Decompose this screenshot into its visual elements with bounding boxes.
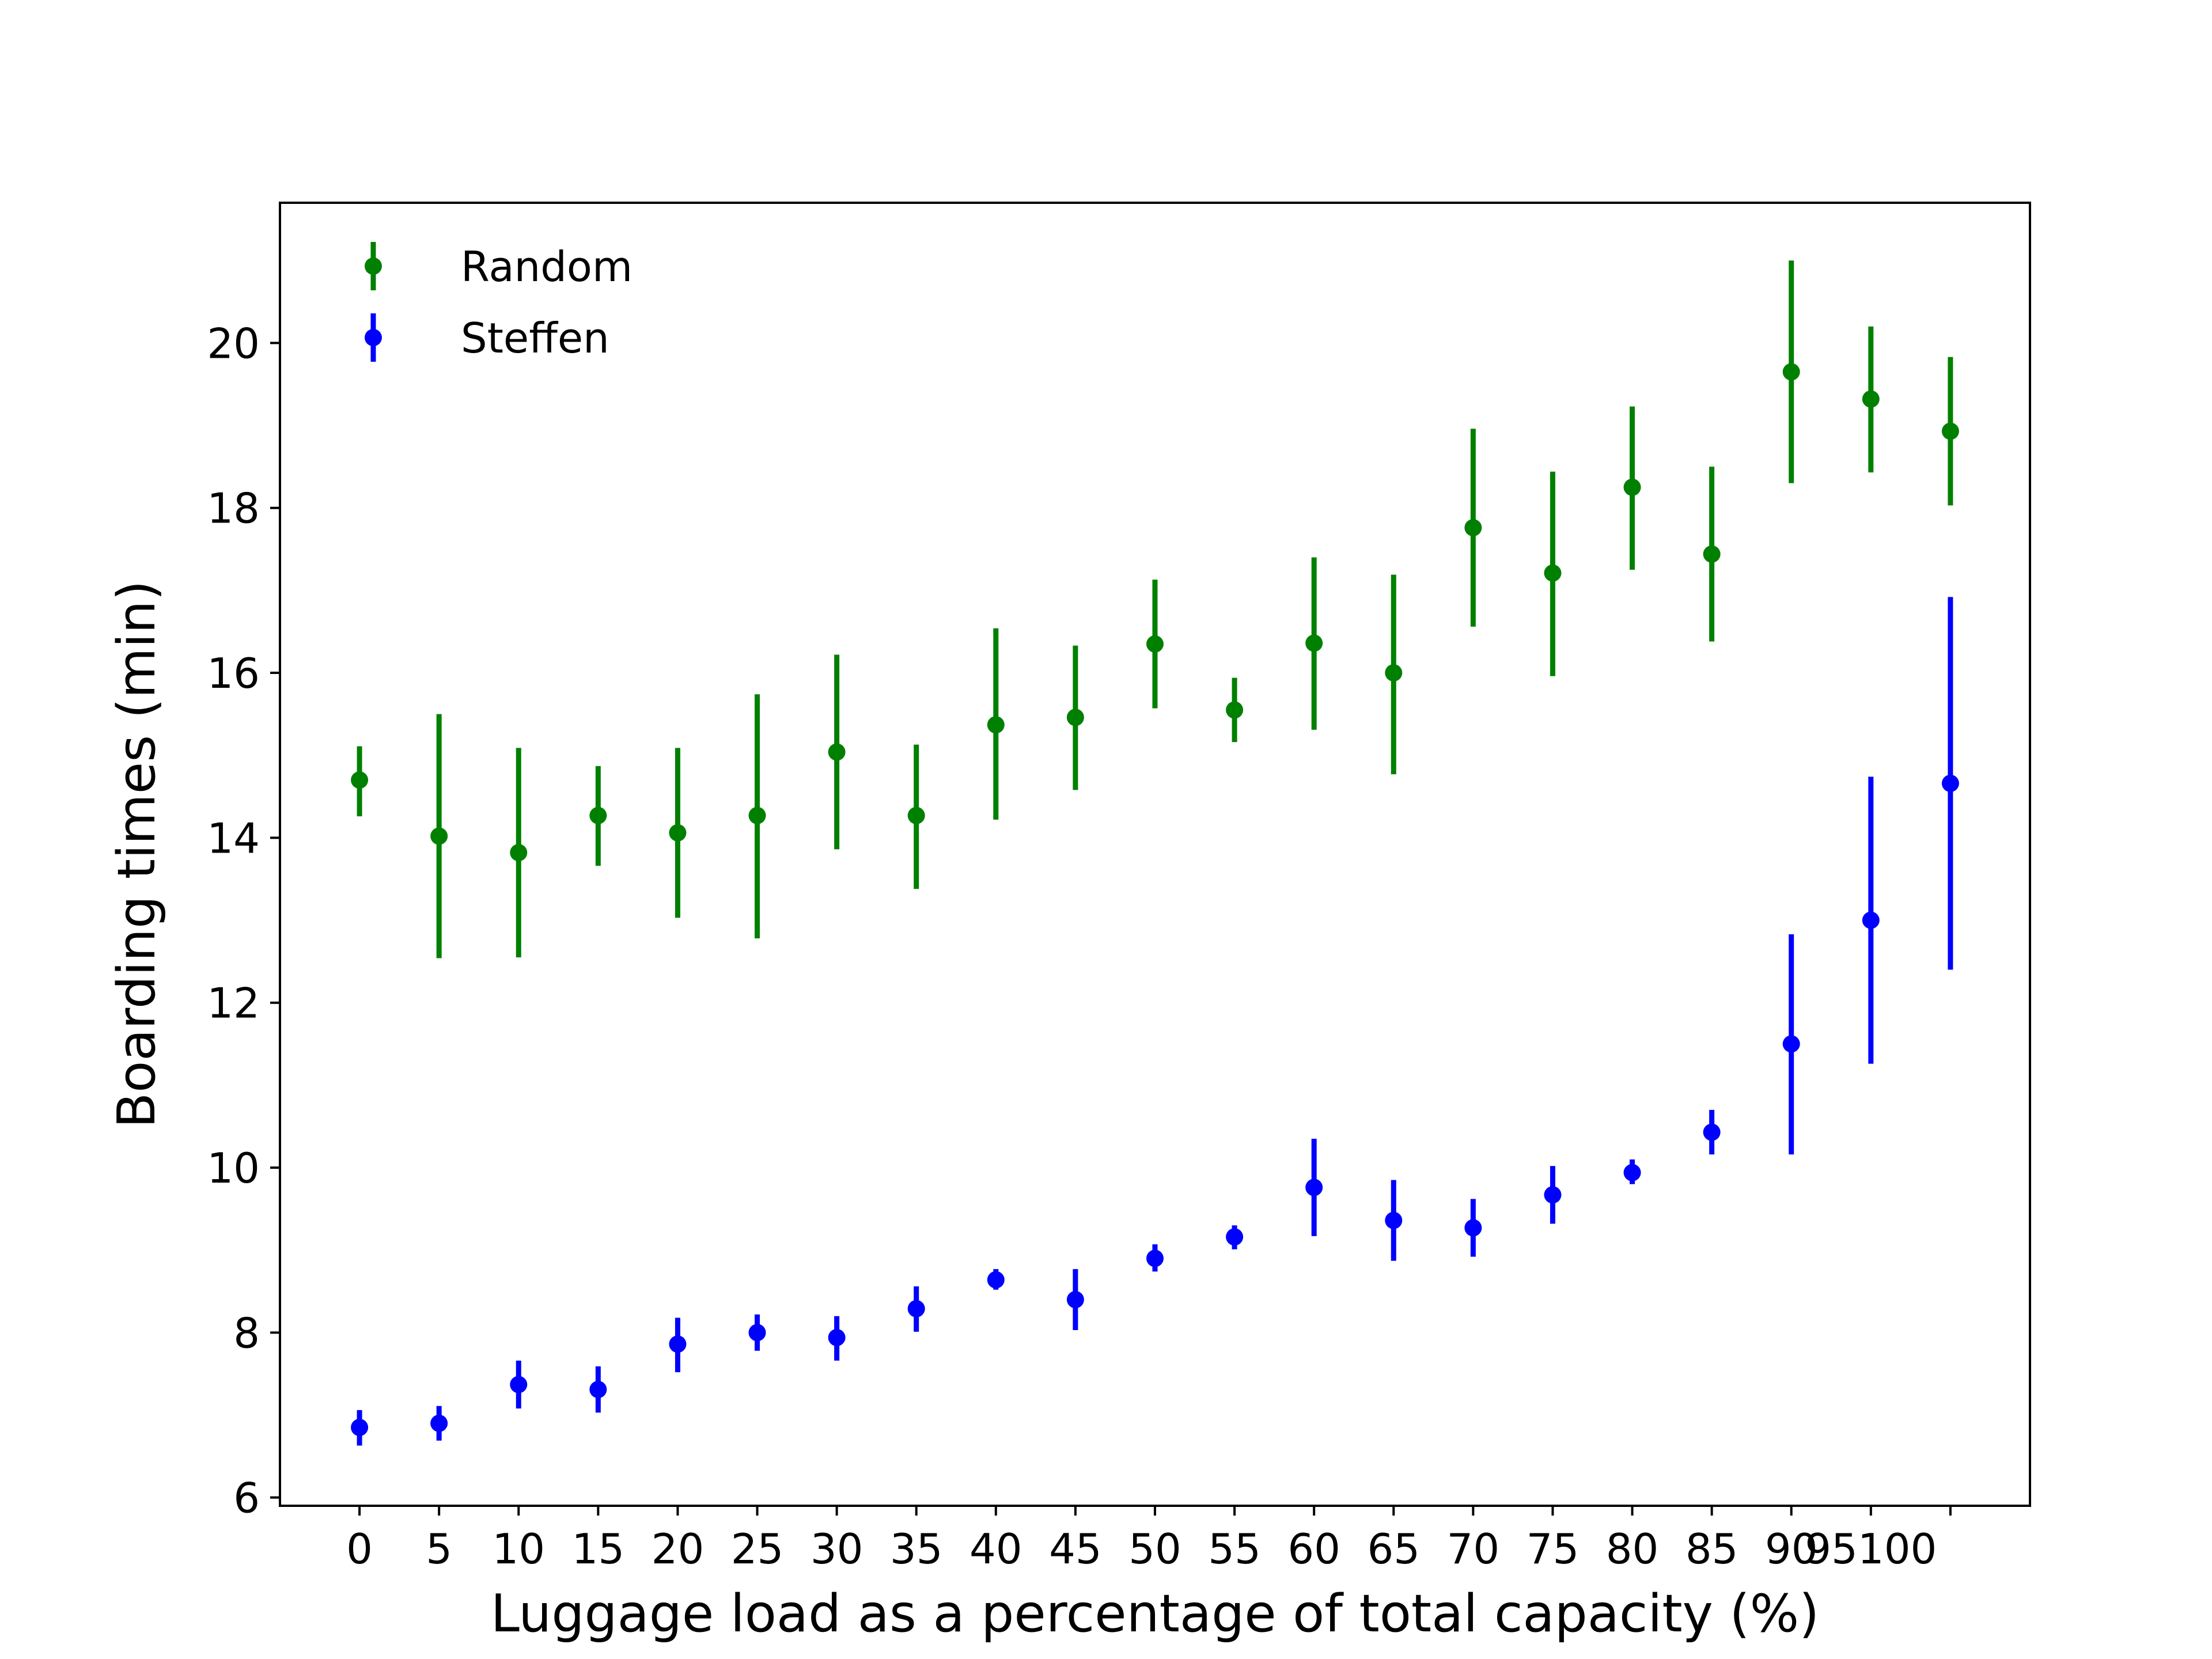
data-point [748,806,766,824]
x-axis-title: Luggage load as a percentage of total ca… [491,1584,1820,1644]
x-tick-label: 80 [1606,1525,1659,1573]
x-tick-label: 0 [346,1525,373,1573]
data-point [1066,1291,1084,1309]
data-point [1066,709,1084,726]
data-point [1146,1249,1164,1267]
data-point [1544,564,1562,582]
data-point [1464,1219,1482,1237]
data-point [1305,1179,1323,1196]
x-tick-label: 90 [1765,1525,1818,1573]
y-axis-ticks: 6 8 10 12 14 16 18 20 [207,319,280,1522]
x-tick-label: 60 [1287,1525,1340,1573]
series-random [351,260,1959,959]
data-point [1703,545,1721,563]
x-tick-label: 55 [1208,1525,1261,1573]
x-tick-label: 95100 [1805,1525,1937,1573]
x-tick-label: 40 [969,1525,1022,1573]
x-tick-label: 70 [1447,1525,1500,1573]
x-axis-ticks: 0 5 10 15 20 25 30 35 40 45 50 55 60 65 70 75 80 85 909510… [346,1506,1952,1573]
data-point [1862,390,1880,408]
y-tick-label: 10 [207,1144,260,1192]
plot-frame [279,202,2031,1507]
x-tick-label: 25 [731,1525,784,1573]
data-point [589,1381,607,1399]
data-point [1623,1164,1641,1181]
data-point [987,716,1005,734]
data-point [1464,519,1482,537]
x-tick-label: 85 [1685,1525,1738,1573]
data-point [589,806,607,824]
data-point [1782,363,1800,381]
data-point [828,1328,846,1346]
data-point [828,743,846,761]
x-tick-label: 75 [1527,1525,1580,1573]
x-tick-label: 30 [810,1525,863,1573]
data-point [987,1271,1005,1289]
data-point [748,1324,766,1342]
data-point [351,771,369,789]
data-point [1782,1035,1800,1053]
data-point [1226,701,1244,719]
data-point [1941,774,1959,792]
y-tick-label: 14 [207,814,260,862]
legend-label: Steffen [461,314,609,362]
legend-marker-point [365,257,382,275]
y-tick-label: 20 [207,319,260,368]
y-axis-title: Boarding times (min) [107,580,167,1128]
data-point [1226,1228,1244,1246]
series-layer [351,260,1959,1446]
data-point [669,824,687,842]
x-tick-label: 65 [1367,1525,1420,1573]
data-point [669,1335,687,1353]
x-tick-label: 5 [426,1525,452,1573]
data-point [430,1414,448,1432]
data-point [1862,911,1880,929]
data-point [1544,1186,1562,1204]
x-tick-label: 35 [890,1525,943,1573]
data-point [430,827,448,845]
data-point [1385,664,1403,682]
x-tick-label: 45 [1049,1525,1102,1573]
legend-marker-point [365,329,382,346]
legend-label: Random [461,243,632,291]
legend: Random Steffen [365,242,632,362]
data-point [1146,635,1164,653]
y-tick-label: 12 [207,979,260,1028]
y-tick-label: 16 [207,649,260,698]
y-tick-label: 6 [233,1474,260,1522]
data-point [1941,422,1959,440]
series-steffen [351,597,1959,1446]
x-tick-label: 15 [572,1525,625,1573]
x-tick-label: 20 [652,1525,704,1573]
data-point [351,1418,369,1436]
data-point [1703,1123,1721,1141]
data-point [907,806,925,824]
x-tick-label: 10 [492,1525,545,1573]
data-point [1623,478,1641,496]
data-point [1385,1211,1403,1229]
data-point [1305,634,1323,652]
y-tick-label: 18 [207,484,260,533]
x-tick-label: 50 [1128,1525,1181,1573]
y-tick-label: 8 [233,1309,260,1357]
data-point [907,1300,925,1317]
data-point [510,1376,528,1393]
data-point [510,844,528,862]
